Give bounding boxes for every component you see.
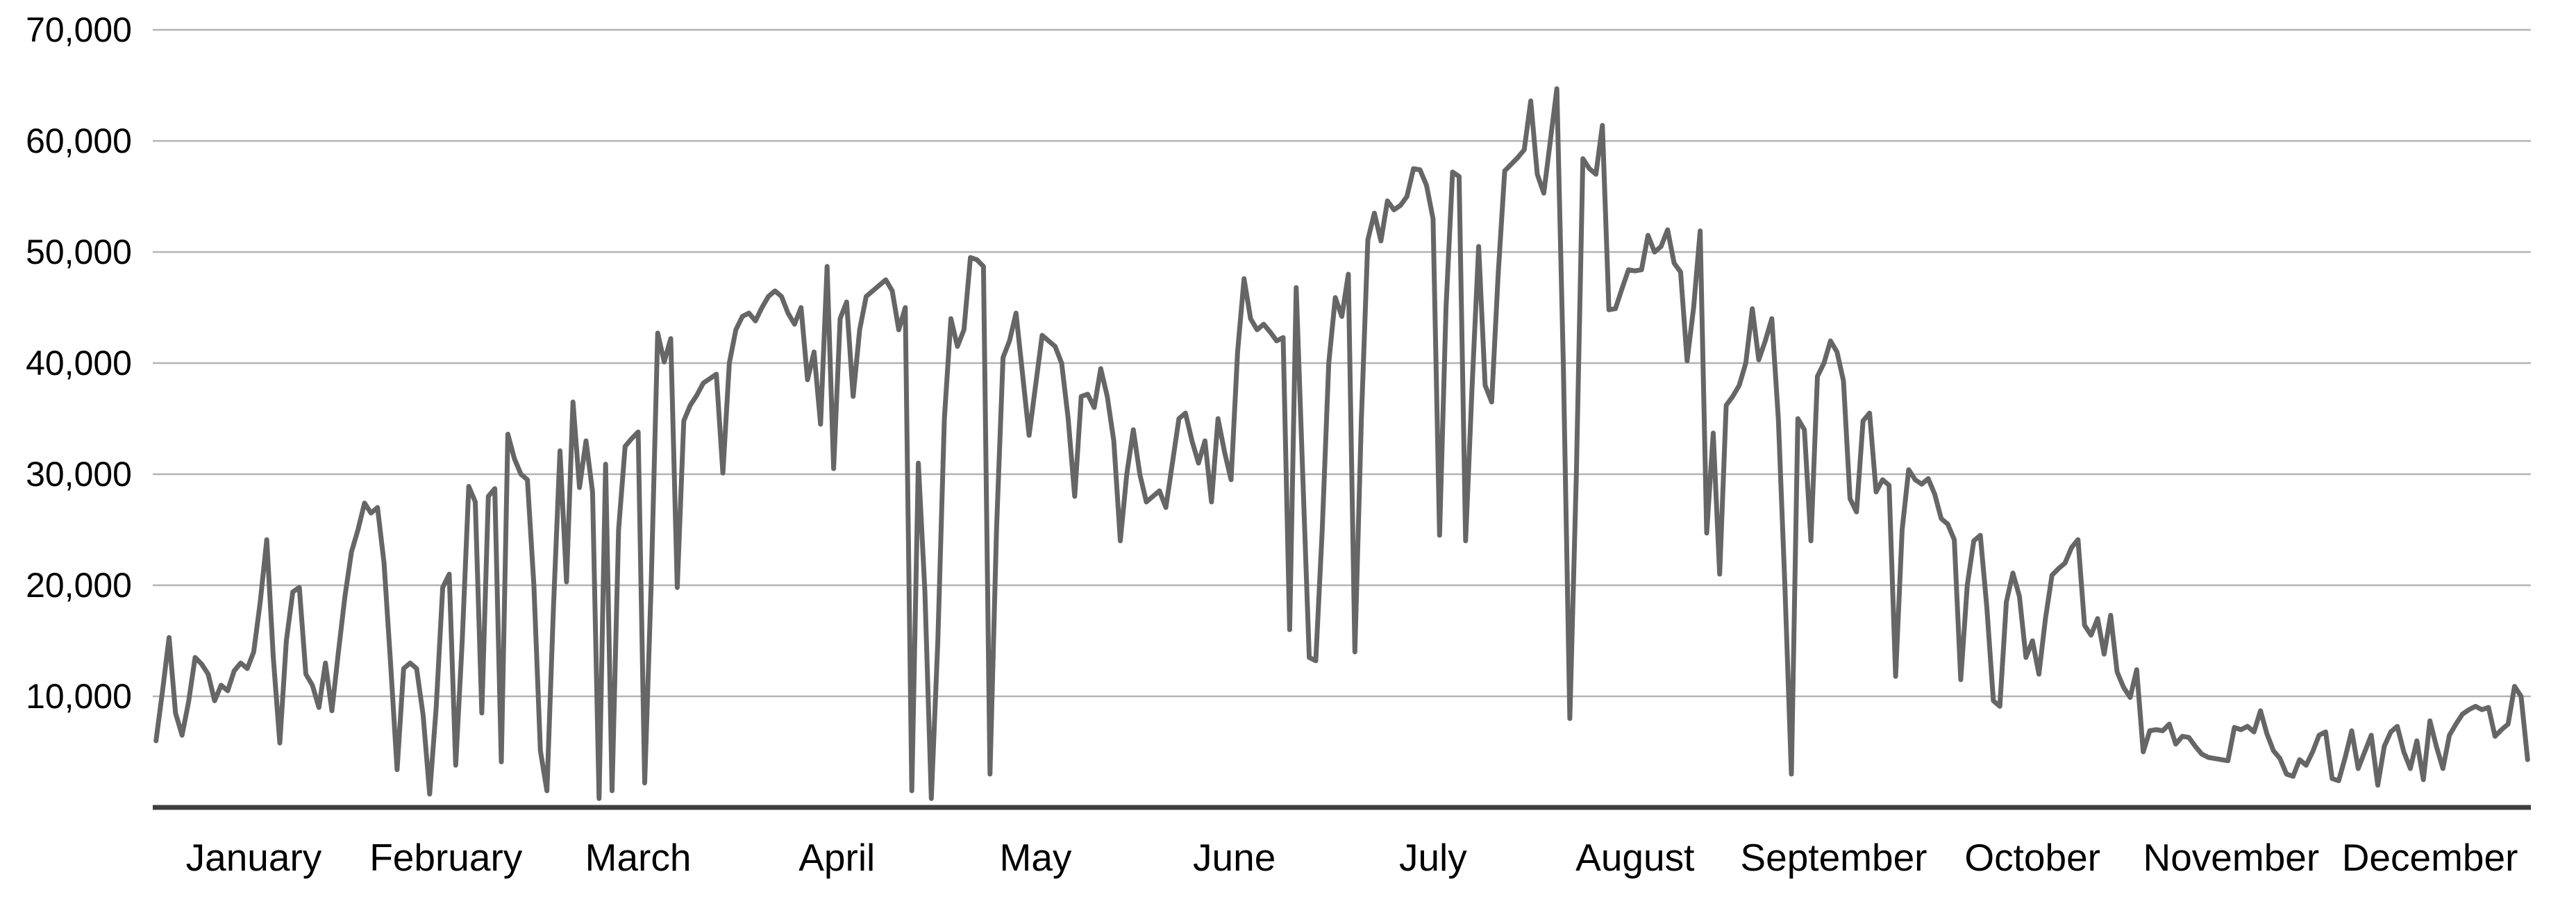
- y-axis-tick-label: 20,000: [26, 566, 132, 605]
- data-line: [153, 86, 2530, 801]
- y-axis-tick-label: 10,000: [26, 677, 132, 716]
- y-axis-tick-label: 70,000: [26, 10, 132, 49]
- y-axis-tick-label: 50,000: [26, 233, 132, 271]
- x-axis-tick-label-november: November: [2143, 836, 2320, 879]
- x-axis-tick-label-july: July: [1398, 836, 1467, 879]
- y-axis-tick-label: 60,000: [26, 121, 132, 160]
- x-axis-tick-label-september: September: [1740, 836, 1927, 879]
- gridlines: [153, 28, 2531, 698]
- x-axis-tick-label-january: January: [185, 836, 322, 879]
- x-axis-tick-label-may: May: [999, 836, 1072, 879]
- x-axis-tick-label-december: December: [2341, 836, 2518, 879]
- x-axis-tick-label-march: March: [585, 836, 692, 879]
- x-axis-tick-label-june: June: [1193, 836, 1276, 879]
- x-axis-tick-label-october: October: [1964, 836, 2100, 879]
- y-axis-tick-label: 30,000: [26, 455, 132, 494]
- x-axis-tick-label-august: August: [1575, 836, 1695, 879]
- x-axis-tick-label-february: February: [369, 836, 523, 879]
- y-axis-tick-label: 40,000: [26, 344, 132, 383]
- x-axis-tick-label-april: April: [798, 836, 876, 879]
